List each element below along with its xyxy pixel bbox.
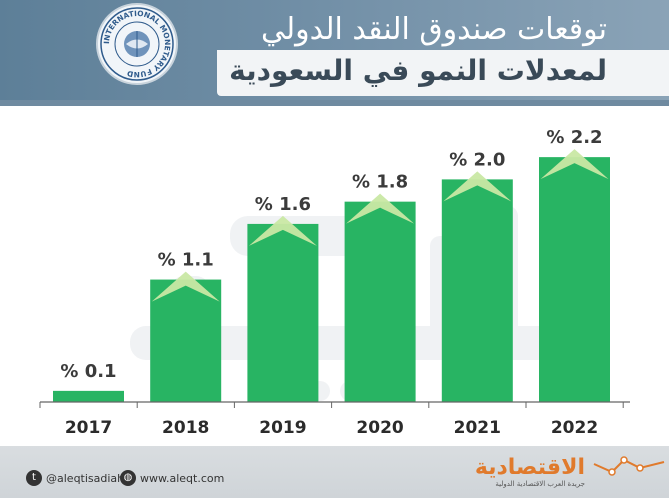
chart-title-line2: لمعدلات النمو في السعودية xyxy=(229,54,607,87)
header-divider xyxy=(0,100,669,106)
x-tick-label-2019: 2019 xyxy=(259,418,306,438)
bar-2020 xyxy=(344,201,416,402)
chart-title-line1: توقعات صندوق النقد الدولي xyxy=(261,12,607,47)
globe-icon: ◍ xyxy=(120,470,136,486)
brand-graph-icon xyxy=(593,456,665,476)
website-link-text: www.aleqt.com xyxy=(140,471,225,485)
x-tick-label-2018: 2018 xyxy=(162,418,209,438)
imf-seal-icon: INTERNATIONAL MONETARY FUND xyxy=(100,7,174,81)
x-tick-label-2021: 2021 xyxy=(454,418,501,438)
x-tick-label-2022: 2022 xyxy=(551,418,598,438)
value-label-2017: % 0.1 xyxy=(60,361,116,382)
value-label-2022: % 2.2 xyxy=(546,127,602,148)
brand-logo: الاقتصادية جريدة العرب الاقتصادية الدولي… xyxy=(474,455,585,489)
bar-2018 xyxy=(150,279,222,402)
value-label-2021: % 2.0 xyxy=(449,149,505,170)
chart-plot-area: % 0.1 2017 % 1.1 2018 % 1.6 2019 % 1.8 2020 % 2.… xyxy=(0,106,669,446)
bar-2022 xyxy=(539,157,610,402)
value-label-2018: % 1.1 xyxy=(158,250,214,271)
bar-2019 xyxy=(247,223,319,402)
bar-accent-2019 xyxy=(248,215,317,246)
x-tick-label-2017: 2017 xyxy=(65,418,112,438)
footer: t @aleqtisadiah ◍ www.aleqt.com الاقتصاد… xyxy=(0,446,669,498)
bar-accent-2018 xyxy=(151,271,220,302)
bar-accent-2021 xyxy=(443,171,512,202)
brand-tagline: جريدة العرب الاقتصادية الدولية xyxy=(495,480,585,488)
header-banner: INTERNATIONAL MONETARY FUND توقعات صندوق… xyxy=(0,0,669,100)
bar-accent-2022 xyxy=(540,149,609,180)
x-tick-label-2020: 2020 xyxy=(356,418,403,438)
imf-seal: INTERNATIONAL MONETARY FUND xyxy=(96,3,178,85)
bar-accent-2020 xyxy=(346,193,415,224)
chart-title-band: لمعدلات النمو في السعودية xyxy=(217,50,669,96)
twitter-handle[interactable]: t @aleqtisadiah xyxy=(26,470,124,486)
twitter-handle-text: @aleqtisadiah xyxy=(46,471,125,485)
value-label-2020: % 1.8 xyxy=(352,172,408,193)
value-label-2019: % 1.6 xyxy=(255,194,311,215)
twitter-icon: t xyxy=(26,470,42,486)
website-link[interactable]: ◍ www.aleqt.com xyxy=(120,470,224,486)
brand-name: الاقتصادية xyxy=(474,455,585,480)
bar-chart: % 0.1 2017 % 1.1 2018 % 1.6 2019 % 1.8 2020 % 2.… xyxy=(39,127,630,438)
bar-2021 xyxy=(441,179,513,402)
bar-2017 xyxy=(53,390,124,402)
